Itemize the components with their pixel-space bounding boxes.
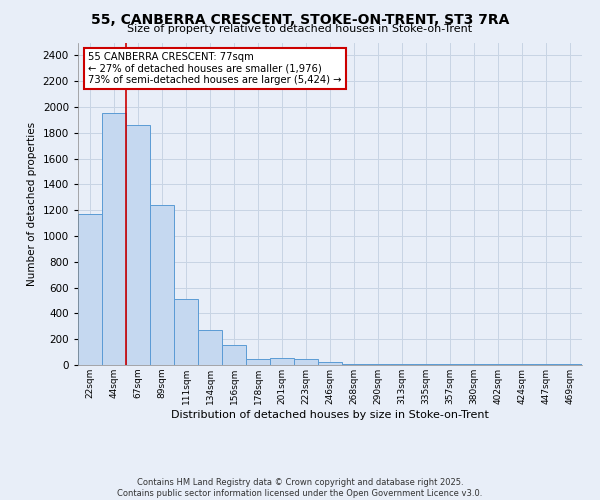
Text: Contains HM Land Registry data © Crown copyright and database right 2025.
Contai: Contains HM Land Registry data © Crown c… bbox=[118, 478, 482, 498]
Bar bbox=[246, 358, 270, 365]
Y-axis label: Number of detached properties: Number of detached properties bbox=[27, 122, 37, 286]
Bar bbox=[510, 364, 534, 365]
Text: 55 CANBERRA CRESCENT: 77sqm
← 27% of detached houses are smaller (1,976)
73% of : 55 CANBERRA CRESCENT: 77sqm ← 27% of det… bbox=[88, 52, 341, 86]
Bar bbox=[366, 364, 390, 365]
Bar bbox=[558, 364, 582, 365]
Bar bbox=[270, 358, 294, 365]
X-axis label: Distribution of detached houses by size in Stoke-on-Trent: Distribution of detached houses by size … bbox=[171, 410, 489, 420]
Bar bbox=[198, 330, 222, 365]
Bar bbox=[78, 214, 102, 365]
Text: Size of property relative to detached houses in Stoke-on-Trent: Size of property relative to detached ho… bbox=[127, 24, 473, 34]
Bar bbox=[342, 364, 366, 365]
Bar bbox=[462, 364, 486, 365]
Bar bbox=[126, 125, 150, 365]
Bar bbox=[318, 362, 342, 365]
Bar bbox=[294, 358, 318, 365]
Bar bbox=[390, 364, 414, 365]
Bar bbox=[534, 364, 558, 365]
Bar bbox=[486, 364, 510, 365]
Text: 55, CANBERRA CRESCENT, STOKE-ON-TRENT, ST3 7RA: 55, CANBERRA CRESCENT, STOKE-ON-TRENT, S… bbox=[91, 12, 509, 26]
Bar bbox=[174, 299, 198, 365]
Bar bbox=[102, 114, 126, 365]
Bar bbox=[438, 364, 462, 365]
Bar bbox=[414, 364, 438, 365]
Bar bbox=[150, 205, 174, 365]
Bar bbox=[222, 345, 246, 365]
